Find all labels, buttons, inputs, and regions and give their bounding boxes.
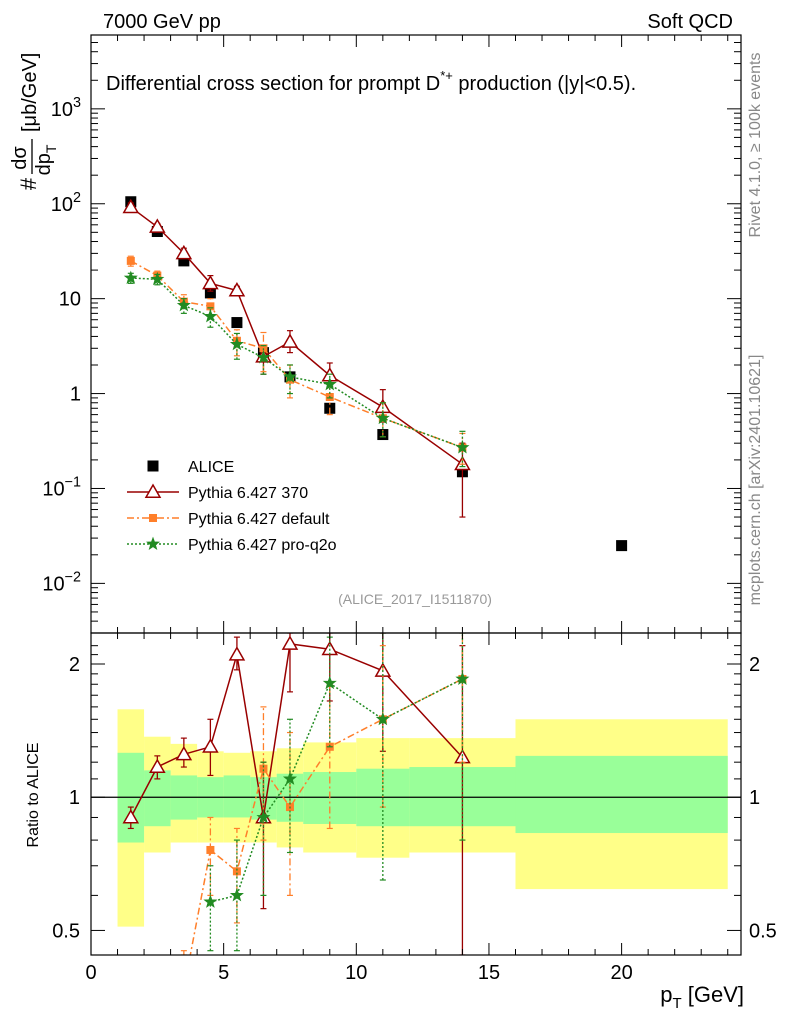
ratio-data-point bbox=[180, 984, 188, 992]
x-tick-label: 20 bbox=[610, 962, 632, 984]
legend-marker bbox=[149, 514, 157, 522]
main-data-point bbox=[123, 270, 138, 284]
x-axis-label: pT [GeV] bbox=[660, 982, 744, 1012]
main-data-point bbox=[175, 244, 193, 260]
legend-entry: Pythia 6.427 pro-q2o bbox=[127, 536, 337, 554]
ratio-data-point bbox=[256, 810, 271, 824]
band-inner bbox=[144, 770, 171, 827]
ratio-series-line bbox=[189, 678, 463, 955]
ratio-series-pythia-6-427-pro-q2o bbox=[203, 633, 470, 952]
ratio-data-point bbox=[122, 808, 140, 824]
main-data-point bbox=[281, 333, 299, 348]
ratio-panel: 0 5 10 15 20 0.5 0.5 1 1 2 2 pT [GeV] bbox=[52, 632, 777, 1012]
main-data-point bbox=[150, 271, 165, 286]
y-label-unit: [μb/GeV] bbox=[19, 53, 41, 132]
main-y-axis-label: # dσ dpT [μb/GeV] bbox=[9, 53, 59, 190]
main-data-point bbox=[282, 369, 297, 383]
ratio-data-point bbox=[259, 764, 268, 773]
main-data-point bbox=[203, 309, 218, 323]
main-series-line bbox=[130, 260, 463, 449]
main-data-point bbox=[375, 410, 390, 425]
legend-label: Pythia 6.427 370 bbox=[188, 485, 308, 502]
legend-marker bbox=[145, 536, 161, 550]
ratio-data-point bbox=[229, 888, 244, 902]
legend-label: Pythia 6.427 pro-q2o bbox=[188, 537, 337, 554]
ratio-data-point bbox=[281, 635, 299, 650]
ratio-y-tick-label-left: 0.5 bbox=[52, 920, 80, 942]
main-data-point bbox=[229, 336, 244, 351]
main-data-point bbox=[178, 255, 190, 267]
ratio-y-tick-label-left: 1 bbox=[69, 787, 80, 809]
ratio-series-line bbox=[130, 643, 463, 818]
ratio-data-point bbox=[322, 675, 337, 690]
ratio-y-axis-label: Ratio to ALICE bbox=[25, 743, 42, 848]
figure-labels: 7000 GeV pp Soft QCD Rivet 4.1.0, ≥ 100k… bbox=[25, 11, 764, 847]
legend-entry: Pythia 6.427 370 bbox=[127, 483, 308, 502]
legend-marker bbox=[144, 483, 162, 498]
legend-label: ALICE bbox=[188, 459, 234, 476]
band-inner bbox=[223, 775, 251, 818]
main-data-point bbox=[228, 281, 246, 297]
ratio-y-tick-label-right: 2 bbox=[749, 654, 760, 676]
ratio-data-point bbox=[282, 771, 297, 785]
ratio-data-point bbox=[232, 867, 241, 876]
mcplots-label: mcplots.cern.ch [arXiv:2401.10621] bbox=[747, 355, 764, 606]
main-series-pythia-6-427-pro-q2o bbox=[123, 270, 470, 468]
x-tick-label: 5 bbox=[218, 962, 229, 984]
main-panel: Differential cross section for prompt D*… bbox=[9, 34, 742, 634]
ratio-data-point bbox=[203, 894, 218, 908]
main-y-tick-label: 10 bbox=[59, 289, 81, 311]
analysis-watermark: (ALICE_2017_I1511870) bbox=[338, 591, 492, 607]
main-series-pythia-6-427-default bbox=[126, 255, 467, 465]
main-y-tick-label: 103 bbox=[51, 95, 81, 121]
main-y-tick-label: 10−2 bbox=[42, 569, 81, 595]
x-tick-label: 0 bbox=[85, 962, 96, 984]
ratio-data-point bbox=[375, 711, 390, 726]
main-series-pythia-6-427-370 bbox=[122, 198, 471, 518]
legend: ALICE Pythia 6.427 370 Pythia 6.427 defaul… bbox=[127, 459, 337, 554]
main-data-point bbox=[206, 302, 215, 311]
rivet-version-label: Rivet 4.1.0, ≥ 100k events bbox=[747, 53, 764, 238]
main-data-point bbox=[126, 256, 135, 265]
ratio-data-point bbox=[149, 758, 166, 774]
main-data-point bbox=[149, 218, 166, 233]
chart-title: Differential cross section for prompt D*… bbox=[106, 68, 636, 95]
ratio-data-point bbox=[455, 671, 470, 685]
x-tick-label: 10 bbox=[345, 962, 367, 984]
main-y-tick-label: 102 bbox=[51, 190, 81, 216]
ratio-data-point bbox=[175, 745, 193, 761]
legend-marker bbox=[147, 460, 159, 472]
main-data-point bbox=[455, 440, 470, 454]
main-data-point bbox=[204, 287, 216, 299]
main-data-point bbox=[322, 377, 337, 391]
main-series-line bbox=[130, 277, 463, 449]
legend-entry: ALICE bbox=[147, 459, 234, 476]
header-right-label: Soft QCD bbox=[647, 11, 733, 33]
main-data-point bbox=[231, 317, 243, 329]
ratio-y-tick-label-right: 1 bbox=[749, 787, 760, 809]
main-data-point bbox=[202, 274, 219, 290]
main-series-line bbox=[130, 206, 463, 465]
main-data-point bbox=[616, 540, 628, 552]
ratio-data-point bbox=[202, 738, 219, 753]
y-label-numerator: dσ bbox=[9, 146, 31, 170]
ratio-data-point bbox=[228, 646, 246, 661]
header-left-label: 7000 GeV pp bbox=[103, 11, 221, 33]
ratio-frame bbox=[90, 632, 742, 956]
main-y-tick-label: 1 bbox=[70, 384, 81, 406]
legend-entry: Pythia 6.427 default bbox=[127, 511, 330, 528]
ratio-data-point bbox=[206, 845, 215, 854]
band-inner bbox=[515, 755, 728, 834]
legend-label: Pythia 6.427 default bbox=[188, 511, 330, 528]
x-tick-label: 15 bbox=[478, 962, 500, 984]
y-label-hash: # bbox=[16, 177, 41, 190]
main-data-point bbox=[122, 198, 140, 214]
main-y-tick-label: 10−1 bbox=[42, 474, 81, 500]
ratio-y-tick-label-left: 2 bbox=[69, 654, 80, 676]
main-data-point bbox=[176, 297, 191, 312]
y-label-denominator: dpT bbox=[33, 144, 59, 175]
ratio-y-tick-label-right: 0.5 bbox=[749, 920, 777, 942]
main-data-point bbox=[256, 350, 271, 364]
